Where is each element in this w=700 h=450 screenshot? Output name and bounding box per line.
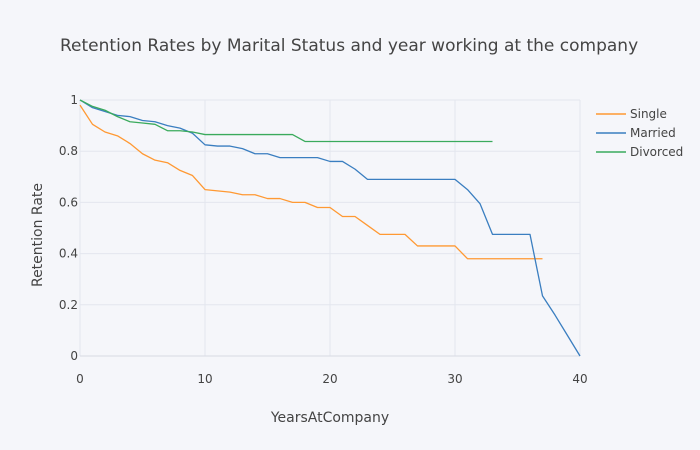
x-tick-label: 30 <box>447 372 462 386</box>
y-tick-label: 1 <box>70 93 78 107</box>
x-tick-label: 40 <box>572 372 587 386</box>
legend-label-divorced[interactable]: Divorced <box>630 145 683 159</box>
y-tick-label: 0.8 <box>59 144 78 158</box>
x-tick-label: 20 <box>322 372 337 386</box>
x-tick-label: 0 <box>76 372 84 386</box>
y-tick-label: 0.6 <box>59 195 78 209</box>
y-tick-label: 0 <box>70 349 78 363</box>
axis-ticks: 0 10 20 30 40 0 0.2 0.4 0.6 0.8 1 <box>59 93 588 386</box>
legend-label-single[interactable]: Single <box>630 107 667 121</box>
y-tick-label: 0.2 <box>59 298 78 312</box>
series-line-married <box>79 99 581 357</box>
series-lines <box>79 99 581 357</box>
x-axis-label: YearsAtCompany <box>270 410 389 426</box>
chart-title: Retention Rates by Marital Status and ye… <box>60 36 638 56</box>
series-line-divorced <box>79 99 493 143</box>
y-tick-label: 0.4 <box>59 247 78 261</box>
series-line-single <box>79 104 543 260</box>
legend[interactable]: Single Married Divorced <box>596 107 683 159</box>
x-tick-label: 10 <box>197 372 212 386</box>
legend-label-married[interactable]: Married <box>630 126 676 140</box>
y-axis-label: Retention Rate <box>30 183 46 287</box>
grid <box>79 99 581 357</box>
